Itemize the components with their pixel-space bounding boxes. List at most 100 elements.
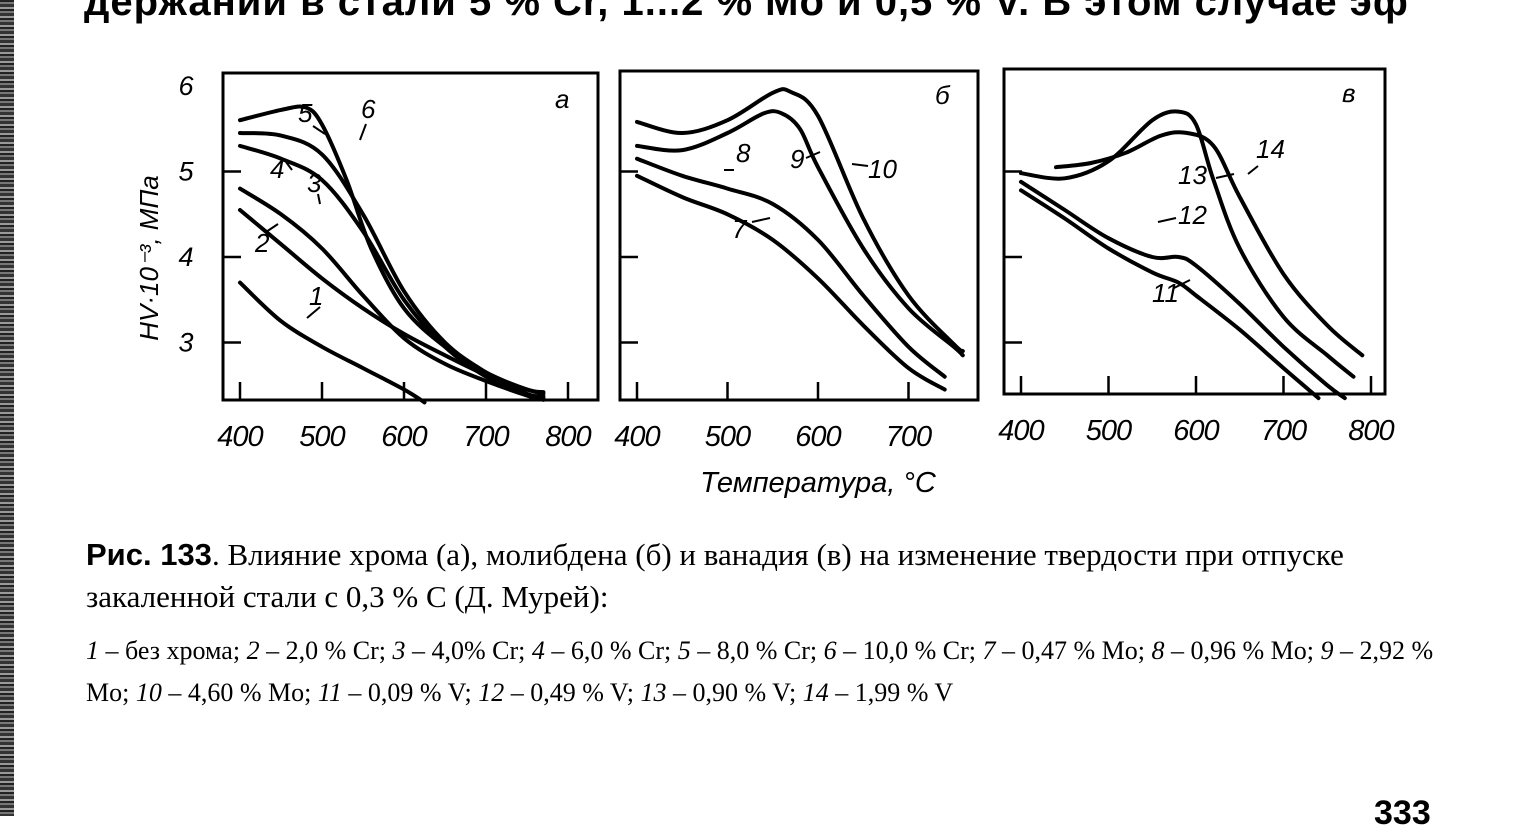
plot-frame [1002, 67, 1387, 396]
page-edge-shadow [0, 0, 14, 816]
legend-entry: 4 – 6,0 % Cr; [532, 636, 678, 665]
series-label-4: 4 [270, 154, 284, 184]
legend-entry-number: 11 [317, 678, 342, 707]
legend-entry: 11 – 0,09 % V; [318, 678, 478, 707]
series-line-6 [238, 104, 546, 395]
series-label-6: 6 [361, 94, 376, 124]
legend-entry-text: – 2,0 % Cr; [259, 636, 393, 665]
panel-label: а [555, 84, 569, 114]
legend-entry-text: – 1,99 % V [828, 678, 954, 707]
legend-entry-number: 6 [823, 636, 837, 665]
panel-label: в [1342, 78, 1356, 108]
legend-entry-number: 2 [246, 636, 260, 665]
series-label-2: 2 [254, 228, 270, 258]
y-tick-label: 3 [178, 328, 193, 358]
x-tick-label: 400 [217, 421, 263, 453]
series-line-8 [635, 156, 947, 379]
x-tick-label: 600 [1173, 415, 1219, 447]
plot-frame [618, 69, 980, 402]
series-line-7 [635, 173, 947, 392]
legend-entry-text: – без хрома; [99, 636, 247, 665]
legend-entry-text: – 8,0 % Cr; [690, 636, 824, 665]
previous-text-line: держании в стали 5 % Cr, 1...2 % Mo и 0,… [84, 0, 1409, 24]
legend-entry-text: – 2,92 % Mo; [86, 636, 1434, 707]
legend-entry-text: – 0,96 % Mo; [1164, 636, 1321, 665]
series-leader-14 [1247, 165, 1259, 175]
x-tick-label: 500 [705, 421, 751, 453]
series-label-13: 13 [1178, 160, 1207, 190]
legend-entry: 10 – 4,60 % Mo; [136, 678, 318, 707]
series-line-3 [238, 186, 546, 402]
x-tick-label: 500 [1086, 415, 1132, 447]
series-label-5: 5 [298, 98, 313, 128]
legend-entry-number: 10 [135, 678, 162, 707]
legend-entry: 5 – 8,0 % Cr; [678, 636, 824, 665]
y-axis-label: HV·10⁻³, МПа [134, 175, 164, 340]
series-label-11: 11 [1152, 278, 1179, 308]
series-line-4 [238, 143, 546, 401]
x-tick-label: 700 [1261, 415, 1307, 447]
series-leader-2 [265, 223, 279, 233]
legend-entry-number: 4 [531, 636, 545, 665]
series-leader-5 [312, 125, 326, 135]
series-label-9: 9 [790, 144, 804, 174]
x-tick-label: 400 [614, 421, 660, 453]
legend-entry: 6 – 10,0 % Cr; [824, 636, 983, 665]
legend-entry: 13 – 0,90 % V; [640, 678, 802, 707]
series-line-11 [1019, 188, 1321, 401]
series-leader-10 [851, 163, 869, 167]
series-line-12 [1019, 179, 1347, 401]
legend-entry: 12 – 0,49 % V; [478, 678, 640, 707]
figure-caption: Рис. 133. Влияние хрома (а), молибдена (… [86, 534, 1446, 618]
legend-entry-number: 13 [640, 678, 667, 707]
y-tick-label: 5 [178, 157, 194, 187]
y-tick-label: 4 [178, 242, 193, 272]
figure-legend: 1 – без хрома; 2 – 2,0 % Cr; 3 – 4,0% Cr… [86, 630, 1446, 714]
legend-entry-text: – 4,0% Cr; [405, 636, 532, 665]
series-leader-1 [306, 306, 321, 319]
legend-entry-number: 5 [677, 636, 691, 665]
series-leader-3 [317, 193, 321, 205]
series-line-1 [238, 280, 427, 405]
legend-entry-number: 9 [1320, 636, 1334, 665]
legend-entry: 1 – без хрома; [86, 636, 247, 665]
legend-entry-text: – 0,47 % Mo; [995, 636, 1152, 665]
x-tick-label: 600 [795, 421, 841, 453]
legend-entry: 3 – 4,0% Cr; [392, 636, 531, 665]
y-tick-label: 6 [178, 71, 194, 101]
series-leader-9 [805, 151, 821, 159]
caption-text: . Влияние хрома (а), молибдена (б) и ван… [86, 537, 1344, 614]
x-tick-label: 800 [1348, 415, 1394, 447]
series-leader-4 [285, 161, 293, 171]
series-label-12: 12 [1178, 200, 1207, 230]
page-number: 333 [1374, 794, 1431, 832]
legend-entry-number: 8 [1151, 636, 1165, 665]
series-leader-12 [1157, 217, 1177, 223]
series-line-2 [238, 208, 546, 396]
series-line-9 [635, 109, 965, 358]
series-leader-11 [1173, 279, 1191, 289]
x-tick-label: 500 [299, 421, 345, 453]
series-label-10: 10 [868, 154, 897, 184]
x-tick-label: 600 [381, 421, 427, 453]
caption-title: Рис. 133 [86, 537, 212, 572]
legend-entry-text: – 10,0 % Cr; [836, 636, 983, 665]
series-leader-7 [751, 217, 771, 223]
series-leader-6 [359, 123, 367, 141]
x-tick-label: 700 [886, 421, 932, 453]
panel-label: б [935, 80, 951, 110]
series-line-5 [238, 131, 546, 399]
legend-entry-number: 1 [86, 636, 99, 665]
legend-entry-number: 3 [392, 636, 406, 665]
series-label-1: 1 [309, 281, 323, 311]
series-label-14: 14 [1256, 134, 1285, 164]
series-line-10 [635, 87, 965, 354]
legend-entry-text: – 6,0 % Cr; [544, 636, 678, 665]
series-label-8: 8 [736, 138, 751, 168]
legend-entry: 2 – 2,0 % Cr; [247, 636, 393, 665]
legend-entry-number: 7 [982, 636, 996, 665]
series-line-13 [1019, 109, 1356, 379]
legend-entry: 7 – 0,47 % Mo; [983, 636, 1152, 665]
legend-entry: 14 – 1,99 % V [803, 678, 953, 707]
